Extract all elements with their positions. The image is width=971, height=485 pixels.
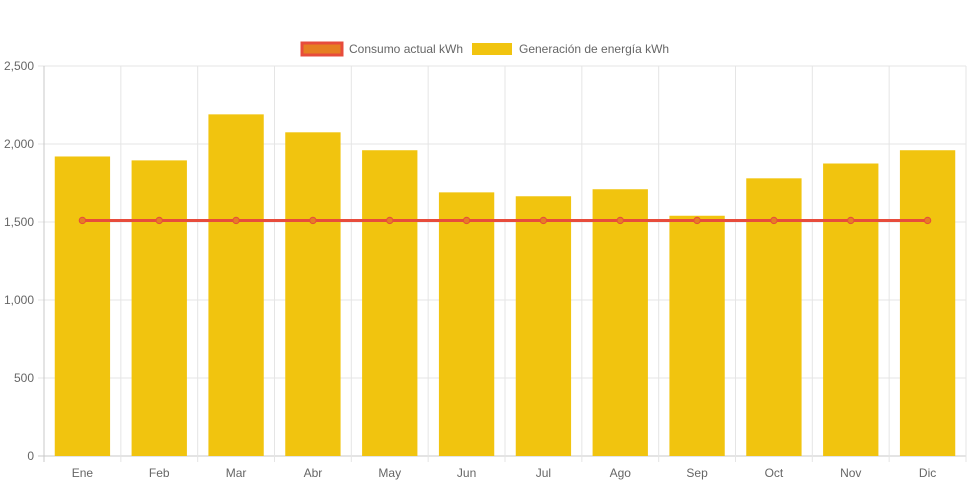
legend-label-consumo: Consumo actual kWh bbox=[349, 42, 463, 56]
y-tick-label: 2,000 bbox=[4, 137, 34, 151]
x-tick-label: Ago bbox=[610, 466, 632, 480]
point-consumo-ago[interactable] bbox=[616, 216, 624, 225]
y-tick-label: 1,500 bbox=[4, 215, 34, 229]
legend-item-generacion[interactable]: Generación de energía kWh bbox=[472, 42, 669, 56]
x-tick-label: Feb bbox=[149, 466, 170, 480]
point-consumo-nov[interactable] bbox=[847, 216, 855, 225]
point-consumo-dic[interactable] bbox=[923, 216, 932, 225]
x-tick-label: Abr bbox=[304, 466, 323, 480]
point-consumo-abr[interactable] bbox=[309, 216, 317, 225]
bars bbox=[54, 114, 956, 457]
y-tick-label: 2,500 bbox=[4, 59, 34, 73]
bar-generacion-oct[interactable] bbox=[746, 178, 802, 456]
bar-generacion-jul[interactable] bbox=[515, 196, 572, 456]
x-tick-label: May bbox=[378, 466, 401, 480]
legend-item-consumo[interactable]: Consumo actual kWh bbox=[300, 41, 463, 57]
x-tick-label: Oct bbox=[765, 466, 784, 480]
x-tick-label: Sep bbox=[686, 466, 708, 480]
legend-label-generacion: Generación de energía kWh bbox=[519, 42, 669, 56]
point-consumo-ene[interactable] bbox=[78, 216, 87, 225]
bar-generacion-dic[interactable] bbox=[899, 150, 956, 457]
bar-generacion-sep[interactable] bbox=[669, 215, 725, 456]
x-tick-label: Jul bbox=[536, 466, 551, 480]
point-consumo-feb[interactable] bbox=[155, 216, 163, 225]
x-tick-label: Jun bbox=[457, 466, 476, 480]
bar-generacion-feb[interactable] bbox=[131, 160, 187, 456]
bar-generacion-may[interactable] bbox=[362, 150, 418, 457]
grid bbox=[38, 65, 967, 462]
point-consumo-mar[interactable] bbox=[232, 216, 240, 225]
y-tick-label: 0 bbox=[27, 449, 34, 463]
point-consumo-jun[interactable] bbox=[462, 216, 471, 225]
y-axis: 0 500 1,000 1,500 2,000 2,500 bbox=[4, 59, 34, 463]
point-consumo-sep[interactable] bbox=[693, 216, 701, 225]
y-tick-label: 500 bbox=[14, 371, 34, 385]
legend: Consumo actual kWh Generación de energía… bbox=[300, 41, 669, 57]
point-consumo-oct[interactable] bbox=[770, 216, 778, 225]
x-tick-label: Mar bbox=[226, 466, 247, 480]
x-tick-label: Dic bbox=[919, 466, 936, 480]
x-axis: Ene Feb Mar Abr May Jun Jul Ago Sep Oct Nov Dic bbox=[72, 466, 937, 480]
x-tick-label: Nov bbox=[840, 466, 861, 480]
bar-generacion-jun[interactable] bbox=[438, 192, 495, 457]
y-tick-label: 1,000 bbox=[4, 293, 34, 307]
legend-swatch-generacion bbox=[472, 43, 512, 55]
consumption-line bbox=[78, 216, 932, 225]
legend-swatch-consumo bbox=[300, 41, 344, 57]
point-consumo-may[interactable] bbox=[386, 216, 394, 225]
bar-generacion-mar[interactable] bbox=[208, 114, 264, 457]
point-consumo-jul[interactable] bbox=[539, 216, 548, 225]
bar-generacion-ago[interactable] bbox=[592, 189, 648, 457]
bar-generacion-nov[interactable] bbox=[823, 163, 879, 457]
x-tick-label: Ene bbox=[72, 466, 94, 480]
bar-generacion-ene[interactable] bbox=[54, 156, 111, 457]
bar-generacion-abr[interactable] bbox=[285, 132, 341, 457]
